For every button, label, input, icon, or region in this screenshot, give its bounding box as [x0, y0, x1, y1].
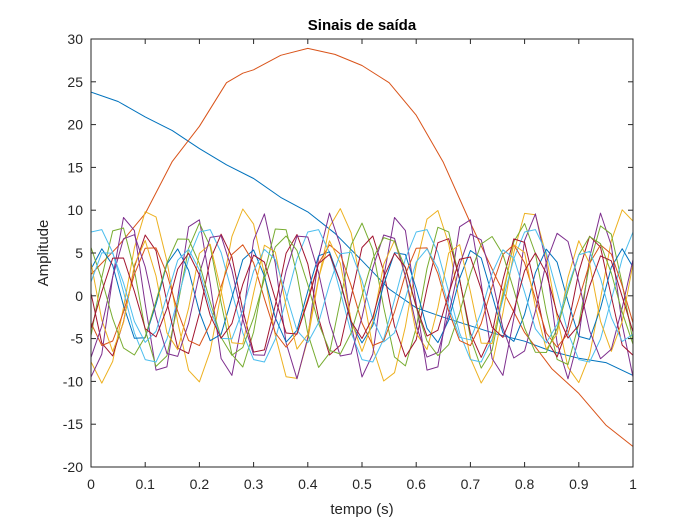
x-tick-label: 0.7	[461, 476, 481, 492]
y-axis-label: Amplitude	[35, 220, 52, 287]
series-line-1	[91, 91, 633, 376]
y-tick-label: 10	[67, 202, 83, 218]
x-tick-label: 0.3	[244, 476, 264, 492]
series-line-3	[91, 208, 633, 384]
y-tick-label: 30	[67, 31, 83, 47]
x-tick-label: 0	[87, 476, 95, 492]
x-tick-label: 0.2	[190, 476, 210, 492]
x-tick-label: 0.6	[406, 476, 426, 492]
x-tick-label: 0.9	[569, 476, 589, 492]
series-line-2	[91, 47, 633, 447]
series-line-11	[91, 232, 633, 360]
x-tick-label: 0.4	[298, 476, 318, 492]
x-tick-label: 1	[629, 476, 637, 492]
y-tick-label: -10	[63, 373, 83, 389]
x-axis: 0 0.1 0.2 0.3 0.4 0.5 0.6 0.7 0.8 0.9 1	[87, 39, 637, 492]
series-line-13	[91, 248, 633, 344]
y-tick-label: 0	[75, 288, 83, 304]
x-axis-label: tempo (s)	[330, 501, 393, 518]
series-line-10	[91, 240, 633, 352]
y-tick-label: 15	[67, 159, 83, 175]
series-line-9	[91, 244, 633, 348]
x-tick-label: 0.8	[515, 476, 535, 492]
y-tick-label: 5	[75, 245, 83, 261]
y-tick-label: -15	[63, 416, 83, 432]
y-tick-label: 20	[67, 117, 83, 133]
series-layer	[91, 47, 633, 447]
series-line-12	[91, 235, 633, 357]
series-line-14	[91, 252, 633, 339]
x-tick-label: 0.1	[135, 476, 155, 492]
chart-title: Sinais de saída	[308, 17, 417, 34]
x-tick-label: 0.5	[352, 476, 372, 492]
series-line-4	[91, 212, 633, 380]
y-tick-label: 25	[67, 74, 83, 90]
y-tick-label: -5	[71, 331, 84, 347]
axes-box	[90, 38, 634, 468]
y-axis: -20 -15 -10 -5 0 5 10 15 20 25 30	[63, 31, 633, 475]
y-tick-label: -20	[63, 459, 83, 475]
series-line-6	[91, 229, 633, 363]
